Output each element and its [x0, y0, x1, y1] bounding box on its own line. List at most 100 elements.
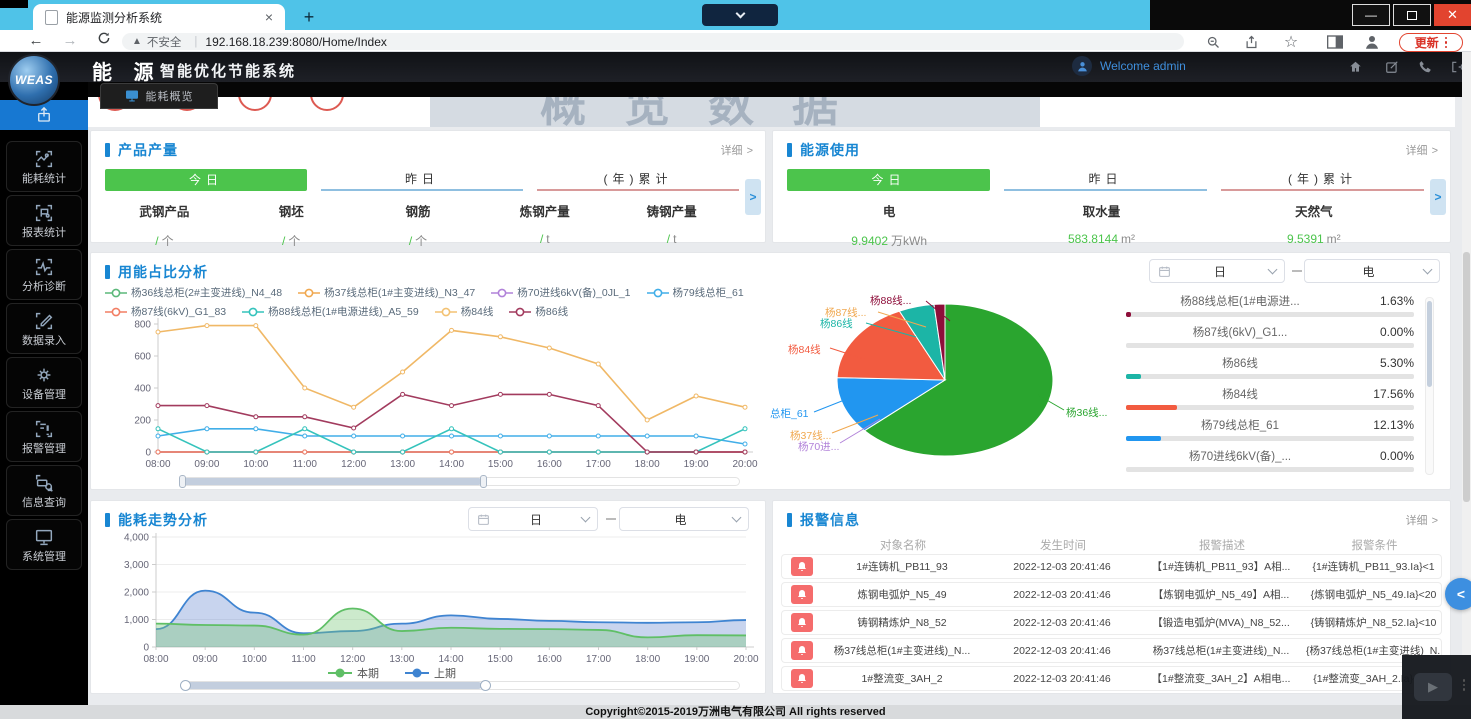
- reading-list-icon[interactable]: [1325, 32, 1345, 52]
- title-marker: [787, 143, 792, 157]
- sidebar-item-能耗统计[interactable]: 能耗统计: [6, 141, 82, 192]
- svg-text:17:00: 17:00: [586, 654, 611, 665]
- svg-text:11:00: 11:00: [291, 654, 316, 665]
- svg-text:16:00: 16:00: [537, 654, 562, 665]
- legend-item[interactable]: 杨79线总柜_61: [647, 285, 744, 300]
- alarm-row[interactable]: 杨37线总柜(1#主变进线)_N...2022-12-03 20:41:46杨3…: [781, 638, 1442, 663]
- percent-list-item[interactable]: 杨79线总柜_6112.13%: [1126, 417, 1414, 448]
- sidebar-item-信息查询[interactable]: 信息查询: [6, 465, 82, 516]
- gear-icon: [32, 364, 56, 386]
- forward-button[interactable]: →: [60, 31, 80, 51]
- sidebar-item-系统管理[interactable]: 系统管理: [6, 519, 82, 570]
- url-text: 192.168.18.239:8080/Home/Index: [205, 35, 386, 49]
- col-description: 报警描述: [1137, 537, 1307, 553]
- tab-close-icon[interactable]: ×: [261, 9, 277, 25]
- pie-label: 总柜_61: [770, 406, 809, 421]
- svg-text:10:00: 10:00: [243, 459, 268, 470]
- phone-icon[interactable]: [1416, 59, 1434, 75]
- user-avatar-icon[interactable]: [1072, 56, 1092, 76]
- sidebar-item-分析诊断[interactable]: 分析诊断: [6, 249, 82, 300]
- security-label: 不安全: [147, 34, 182, 50]
- product-next-page-button[interactable]: >: [745, 179, 761, 215]
- stat-name: 炼钢产量: [481, 201, 608, 220]
- browser-update-button[interactable]: 更新: [1399, 33, 1463, 52]
- alarm-row[interactable]: 铸钢精炼炉_N8_522022-12-03 20:41:46【锻造电弧炉(MVA…: [781, 610, 1442, 635]
- tab-search-dropdown[interactable]: [702, 4, 778, 26]
- alarm-description: 【炼钢电弧炉_N5_49】A相...: [1136, 587, 1306, 602]
- new-tab-button[interactable]: +: [297, 5, 321, 29]
- url-separator: |: [194, 36, 197, 48]
- collapse-panel-button[interactable]: <: [1445, 578, 1471, 610]
- line-chart-zoom-slider[interactable]: [180, 477, 740, 486]
- percent-list-item[interactable]: 杨87线(6kV)_G1...0.00%: [1126, 324, 1414, 355]
- trend-chart-zoom-slider[interactable]: [180, 681, 740, 690]
- page-scrollbar-thumb[interactable]: [1463, 252, 1470, 502]
- legend-item[interactable]: 杨70进线6kV(备)_0JL_1: [491, 285, 630, 300]
- browser-tab[interactable]: 能源监测分析系统 ×: [33, 4, 285, 30]
- period-select[interactable]: 日: [1149, 259, 1285, 283]
- play-icon[interactable]: ▶: [1414, 673, 1452, 701]
- proportion-line-chart: 020040060080008:0009:0010:0011:0012:0013…: [100, 312, 772, 484]
- window-restore-button[interactable]: [1393, 4, 1431, 26]
- percent-list-item[interactable]: 杨88线总柜(1#电源进...1.63%: [1126, 293, 1414, 324]
- detail-link[interactable]: 详细>: [1406, 512, 1438, 528]
- percent-list-item[interactable]: 杨84线17.56%: [1126, 386, 1414, 417]
- percent-list-item[interactable]: 杨70进线6kV(备)_...0.00%: [1126, 448, 1414, 479]
- tab-today[interactable]: 今日: [105, 169, 307, 191]
- window-minimize-button[interactable]: —: [1352, 4, 1390, 26]
- svg-text:4,000: 4,000: [124, 533, 149, 544]
- sidebar-item-数据录入[interactable]: 数据录入: [6, 303, 82, 354]
- tab-year-total[interactable]: (年)累计: [1221, 169, 1424, 191]
- sidebar-item-home[interactable]: [0, 100, 88, 130]
- detail-link[interactable]: 详细>: [1406, 142, 1438, 158]
- legend-label: 本期: [357, 665, 379, 681]
- percent-list-scrollbar[interactable]: [1425, 297, 1434, 475]
- panel-alarm-info: 报警信息 详细> 对象名称 发生时间 报警描述 报警条件 1#连铸机_PB11_…: [772, 500, 1451, 694]
- legend-item[interactable]: 杨36线总柜(2#主变进线)_N4_48: [105, 285, 282, 300]
- tab-yesterday[interactable]: 昨日: [321, 169, 523, 191]
- alarm-row[interactable]: 炼钢电弧炉_N5_492022-12-03 20:41:46【炼钢电弧炉_N5_…: [781, 582, 1442, 607]
- zoom-icon[interactable]: [1203, 32, 1223, 52]
- alarm-row[interactable]: 1#连铸机_PB11_932022-12-03 20:41:46【1#连铸机_P…: [781, 554, 1442, 579]
- browser-menu-icon[interactable]: [1445, 37, 1448, 49]
- sidebar-item-设备管理[interactable]: 设备管理: [6, 357, 82, 408]
- tab-year-total[interactable]: (年)累计: [537, 169, 739, 191]
- sidebar-item-报表统计[interactable]: 报表统计: [6, 195, 82, 246]
- detail-link[interactable]: 详细>: [721, 142, 753, 158]
- tab-today[interactable]: 今日: [787, 169, 990, 191]
- bell-icon: [796, 561, 808, 573]
- video-overlay[interactable]: ▶: [1402, 655, 1471, 719]
- url-field[interactable]: ▲ 不安全 | 192.168.18.239:8080/Home/Index: [122, 33, 1184, 50]
- page-tab-overview[interactable]: 能耗概览: [100, 83, 218, 109]
- trend-period-select[interactable]: 日: [468, 507, 598, 531]
- back-button[interactable]: ←: [26, 31, 46, 51]
- svg-text:19:00: 19:00: [684, 459, 709, 470]
- share-icon[interactable]: [1241, 32, 1261, 52]
- browser-profile-icon[interactable]: [1362, 32, 1382, 52]
- copyright-footer: Copyright©2015-2019万洲电气有限公司 All rights r…: [0, 705, 1471, 719]
- tab-yesterday[interactable]: 昨日: [1004, 169, 1207, 191]
- overlay-menu-icon[interactable]: [1463, 679, 1466, 691]
- edit-icon[interactable]: [1383, 59, 1401, 75]
- energy-next-page-button[interactable]: >: [1430, 179, 1446, 215]
- sidebar-item-label: 能耗统计: [16, 173, 72, 186]
- bookmark-star-icon[interactable]: ☆: [1281, 32, 1301, 52]
- reload-button[interactable]: [94, 31, 114, 51]
- tabstrip-left-gap: [0, 0, 28, 8]
- trend-legend-item[interactable]: 本期: [328, 665, 379, 681]
- percent-list-item[interactable]: 杨86线5.30%: [1126, 355, 1414, 386]
- logo-text: WEAS: [15, 73, 53, 87]
- home-icon[interactable]: [1346, 59, 1364, 75]
- item-name: 杨84线: [1126, 386, 1354, 402]
- select-dash: [606, 518, 616, 520]
- window-close-button[interactable]: ✕: [1434, 4, 1471, 26]
- energy-type-select[interactable]: 电: [1304, 259, 1440, 283]
- legend-marker-icon: [405, 668, 429, 678]
- sidebar-item-报警管理[interactable]: 报警管理: [6, 411, 82, 462]
- trend-legend-item[interactable]: 上期: [405, 665, 456, 681]
- legend-item[interactable]: 杨37线总柜(1#主变进线)_N3_47: [298, 285, 475, 300]
- alarm-row[interactable]: 1#整流变_3AH_22022-12-03 20:41:46【1#整流变_3AH…: [781, 666, 1442, 691]
- trend-energy-type-select[interactable]: 电: [619, 507, 749, 531]
- sidebar-item-label: 系统管理: [16, 551, 72, 564]
- percent-bar-fill: [1126, 405, 1177, 410]
